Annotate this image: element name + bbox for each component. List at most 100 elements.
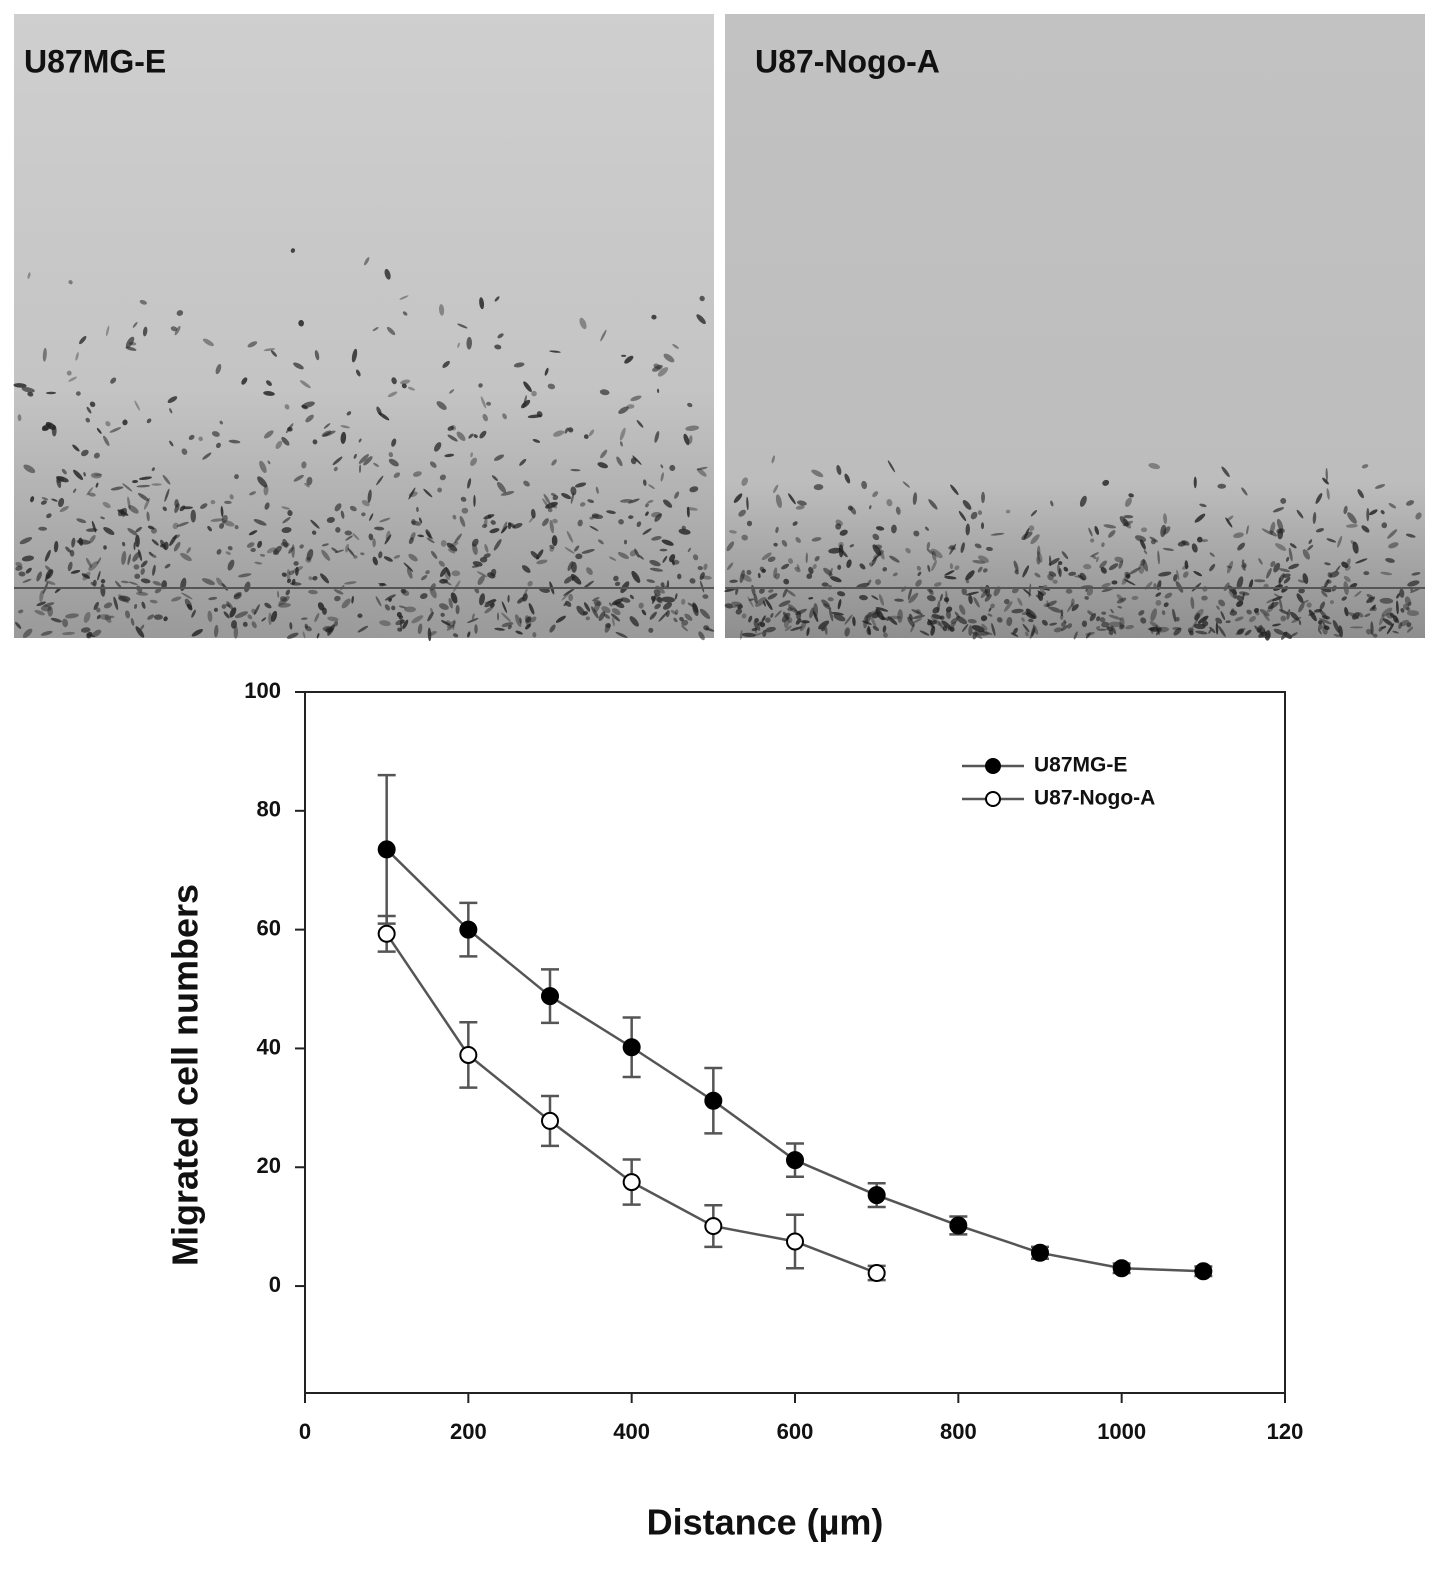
cell bbox=[261, 617, 267, 622]
cell bbox=[132, 321, 138, 328]
cell bbox=[1129, 567, 1141, 575]
cell bbox=[288, 570, 295, 576]
cell bbox=[971, 631, 983, 639]
legend-marker bbox=[985, 791, 1001, 807]
cell bbox=[582, 580, 594, 589]
cell bbox=[222, 520, 235, 527]
marker bbox=[704, 1091, 723, 1110]
cell bbox=[685, 425, 700, 431]
cell bbox=[883, 632, 888, 638]
cell bbox=[886, 499, 893, 507]
cell bbox=[1066, 602, 1074, 613]
cell bbox=[1341, 561, 1349, 569]
cell bbox=[1138, 610, 1145, 616]
cell bbox=[1306, 602, 1312, 608]
cell bbox=[613, 575, 619, 582]
cell bbox=[1101, 542, 1105, 547]
cell bbox=[767, 556, 776, 562]
cell bbox=[1366, 507, 1370, 522]
marker bbox=[622, 1038, 641, 1057]
cell bbox=[642, 479, 647, 486]
cell bbox=[576, 605, 585, 616]
cell bbox=[1074, 575, 1082, 578]
cell bbox=[954, 565, 960, 571]
cell bbox=[673, 617, 678, 623]
cell bbox=[493, 539, 502, 551]
cell bbox=[317, 602, 325, 611]
cell bbox=[1396, 593, 1401, 599]
cell bbox=[945, 606, 953, 613]
cell bbox=[878, 594, 884, 606]
cell bbox=[154, 587, 162, 594]
cell bbox=[732, 603, 742, 608]
y-axis-label: Migrated cell numbers bbox=[165, 884, 206, 1266]
cell bbox=[176, 521, 189, 527]
cell bbox=[833, 613, 846, 622]
cell bbox=[316, 633, 320, 639]
cell bbox=[102, 501, 111, 509]
cell bbox=[634, 548, 640, 558]
cell bbox=[1230, 608, 1235, 613]
cell bbox=[912, 614, 926, 619]
cell bbox=[67, 561, 73, 572]
cell bbox=[162, 506, 167, 512]
cell bbox=[1263, 613, 1270, 622]
cell bbox=[1326, 538, 1337, 543]
cell bbox=[78, 537, 84, 546]
cell bbox=[446, 620, 457, 629]
cell bbox=[1280, 631, 1288, 640]
cell bbox=[1227, 560, 1234, 574]
cell bbox=[1047, 573, 1054, 581]
cell bbox=[146, 418, 152, 424]
cell bbox=[19, 537, 33, 545]
cell bbox=[1140, 527, 1148, 533]
cell bbox=[1388, 542, 1399, 549]
cell bbox=[916, 609, 921, 614]
cell bbox=[1357, 489, 1364, 499]
cell bbox=[285, 589, 291, 596]
cell bbox=[399, 295, 409, 300]
cell bbox=[1058, 568, 1062, 578]
cell bbox=[515, 630, 523, 635]
cell bbox=[1123, 579, 1136, 586]
cell bbox=[207, 525, 212, 532]
cell bbox=[1193, 476, 1197, 489]
cell bbox=[981, 623, 988, 631]
cell bbox=[72, 444, 80, 452]
cell bbox=[442, 360, 450, 368]
cell bbox=[39, 590, 44, 603]
cell bbox=[176, 310, 184, 316]
cell bbox=[821, 582, 829, 587]
cell bbox=[753, 621, 761, 631]
cell bbox=[408, 553, 418, 562]
cell bbox=[289, 582, 302, 586]
marker bbox=[622, 1173, 641, 1192]
cell bbox=[542, 498, 550, 509]
cell bbox=[358, 464, 362, 474]
cell bbox=[519, 458, 527, 466]
cell bbox=[135, 526, 143, 533]
cell bbox=[311, 530, 317, 535]
cell bbox=[140, 578, 151, 584]
cell bbox=[638, 602, 644, 609]
cell bbox=[122, 419, 128, 426]
cell bbox=[1317, 628, 1322, 635]
cell bbox=[568, 593, 574, 602]
cell bbox=[1028, 618, 1034, 623]
cell bbox=[496, 481, 507, 493]
cell bbox=[344, 581, 357, 585]
cell bbox=[164, 488, 170, 502]
cell bbox=[416, 506, 419, 513]
cell bbox=[92, 579, 97, 587]
cell bbox=[200, 503, 208, 509]
cell bbox=[566, 530, 574, 543]
cell bbox=[835, 519, 843, 526]
cell bbox=[484, 598, 496, 608]
cell bbox=[1021, 617, 1025, 622]
cell bbox=[321, 543, 329, 547]
cell bbox=[552, 495, 559, 501]
cell bbox=[50, 617, 62, 623]
cell bbox=[471, 613, 475, 620]
cell bbox=[40, 500, 47, 505]
cell bbox=[783, 578, 790, 585]
